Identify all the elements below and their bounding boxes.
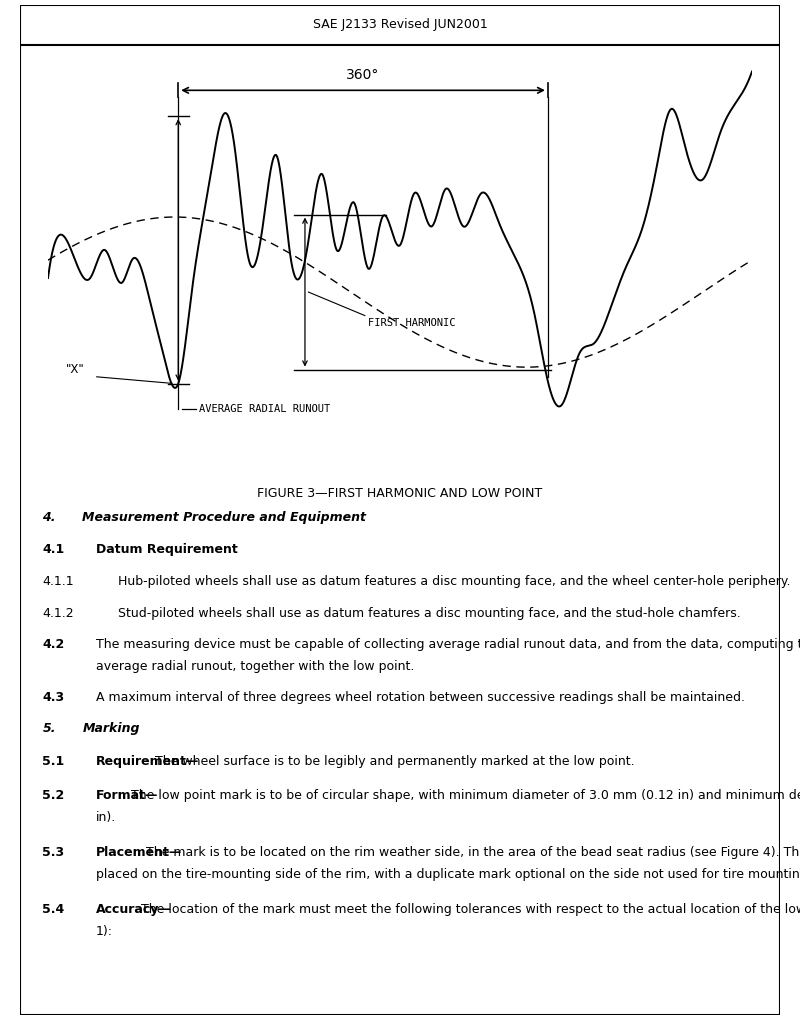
Text: FIGURE 3—FIRST HARMONIC AND LOW POINT: FIGURE 3—FIRST HARMONIC AND LOW POINT xyxy=(258,487,542,500)
Text: Accuracy—: Accuracy— xyxy=(96,902,172,916)
Text: 4.2: 4.2 xyxy=(42,638,65,651)
Text: 4.3: 4.3 xyxy=(42,691,65,704)
Text: AVERAGE RADIAL RUNOUT: AVERAGE RADIAL RUNOUT xyxy=(199,404,330,414)
Text: The low point mark is to be of circular shape, with minimum diameter of 3.0 mm (: The low point mark is to be of circular … xyxy=(130,789,800,802)
Text: 4.: 4. xyxy=(42,511,56,524)
Text: Marking: Marking xyxy=(82,722,140,736)
Text: in).: in). xyxy=(96,811,116,825)
Text: A maximum interval of three degrees wheel rotation between successive readings s: A maximum interval of three degrees whee… xyxy=(96,691,745,704)
Text: Datum Requirement: Datum Requirement xyxy=(96,543,238,556)
Text: The wheel surface is to be legibly and permanently marked at the low point.: The wheel surface is to be legibly and p… xyxy=(155,754,635,768)
Text: 4.1: 4.1 xyxy=(42,543,65,556)
Text: Stud-piloted wheels shall use as datum features a disc mounting face, and the st: Stud-piloted wheels shall use as datum f… xyxy=(118,606,741,620)
Text: 4.1.1: 4.1.1 xyxy=(42,575,74,588)
Text: Placement—: Placement— xyxy=(96,846,182,859)
Text: FIRST HARMONIC: FIRST HARMONIC xyxy=(368,318,456,328)
Text: average radial runout, together with the low point.: average radial runout, together with the… xyxy=(96,660,414,673)
Text: 360°: 360° xyxy=(346,68,380,82)
Text: Format—: Format— xyxy=(96,789,158,802)
Text: Requirement—: Requirement— xyxy=(96,754,199,768)
Text: The location of the mark must meet the following tolerances with respect to the : The location of the mark must meet the f… xyxy=(141,902,800,916)
Text: 1):: 1): xyxy=(96,925,113,938)
Text: placed on the tire-mounting side of the rim, with a duplicate mark optional on t: placed on the tire-mounting side of the … xyxy=(96,868,800,882)
Text: 5.1: 5.1 xyxy=(42,754,65,768)
Text: 5.3: 5.3 xyxy=(42,846,65,859)
Text: Measurement Procedure and Equipment: Measurement Procedure and Equipment xyxy=(82,511,366,524)
Text: The measuring device must be capable of collecting average radial runout data, a: The measuring device must be capable of … xyxy=(96,638,800,651)
Text: The mark is to be located on the rim weather side, in the area of the bead seat : The mark is to be located on the rim wea… xyxy=(146,846,800,859)
Text: 5.4: 5.4 xyxy=(42,902,65,916)
Text: Hub-piloted wheels shall use as datum features a disc mounting face, and the whe: Hub-piloted wheels shall use as datum fe… xyxy=(118,575,791,588)
Text: 5.: 5. xyxy=(42,722,56,736)
Text: SAE J2133 Revised JUN2001: SAE J2133 Revised JUN2001 xyxy=(313,19,487,31)
Text: 5.2: 5.2 xyxy=(42,789,65,802)
Text: "X": "X" xyxy=(66,363,84,376)
Text: 4.1.2: 4.1.2 xyxy=(42,606,74,620)
